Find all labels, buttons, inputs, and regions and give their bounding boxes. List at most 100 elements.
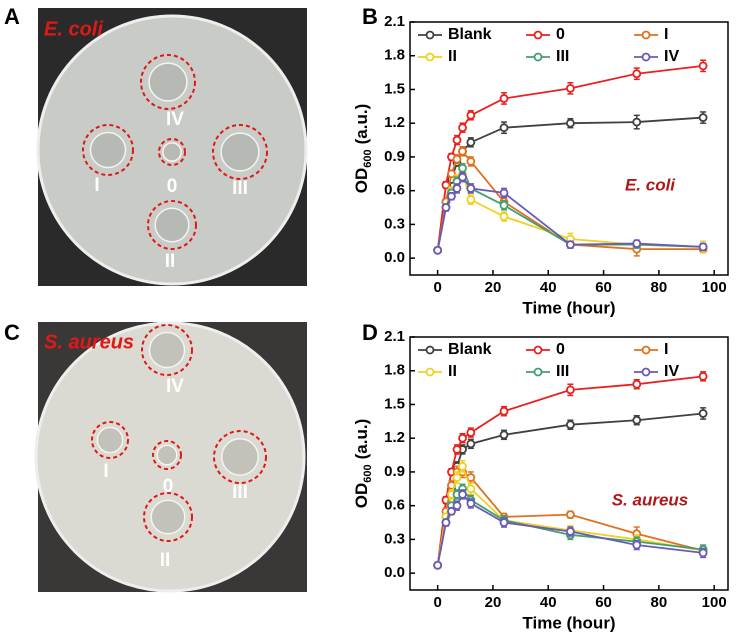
y-tick-label: 0.9 [384, 463, 405, 480]
data-point [458, 123, 467, 133]
dashed-circle [82, 124, 134, 176]
data-point [441, 518, 451, 527]
inhibition-zone [154, 207, 190, 243]
plot-frame [409, 336, 729, 591]
data-point [499, 200, 509, 210]
x-tick-label: 60 [595, 594, 612, 611]
y-tick-label: 1.5 [384, 80, 405, 97]
y-tick-label: 0.0 [384, 564, 405, 581]
dashed-circle [213, 430, 267, 484]
data-point [466, 428, 476, 437]
y-tick-label: 1.5 [384, 395, 405, 412]
data-point [466, 439, 476, 449]
data-point [458, 172, 467, 182]
x-axis-label: Time (hour) [522, 613, 615, 632]
photo-title: S. aureus [44, 331, 134, 353]
data-point [452, 154, 462, 164]
y-tick-label: 2.1 [384, 328, 405, 345]
legend-marker [641, 30, 651, 40]
data-point [698, 242, 708, 252]
dashed-circle [143, 492, 193, 542]
dashed-circle [140, 54, 196, 110]
data-point [565, 385, 575, 395]
data-point [466, 499, 476, 508]
legend-marker [533, 345, 543, 355]
panel-label: D [362, 320, 378, 345]
legend-label: 0 [556, 26, 565, 43]
legend-marker [533, 30, 543, 40]
y-tick-label: 1.2 [384, 114, 405, 131]
data-point [632, 69, 642, 79]
x-tick-label: 100 [702, 279, 727, 296]
dashed-circle [141, 324, 193, 376]
inhibition-zone [89, 131, 127, 169]
legend-label: 0 [556, 341, 565, 358]
x-tick-label: 80 [651, 594, 668, 611]
sample-label: III [232, 178, 248, 199]
data-point [499, 406, 509, 416]
panel-label: B [362, 4, 378, 29]
panel-label: C [4, 320, 20, 345]
inhibition-zone [220, 132, 260, 172]
data-point [632, 540, 642, 550]
data-point [447, 169, 456, 179]
sample-label: 0 [167, 176, 178, 197]
legend-label: IV [664, 48, 679, 65]
annotation: E. coli [625, 175, 676, 194]
sample-label: I [94, 175, 99, 196]
legend-label: III [556, 363, 569, 380]
inhibition-zone [150, 499, 186, 535]
inhibition-zone [162, 142, 182, 162]
data-point [452, 501, 462, 511]
x-tick-label: 80 [651, 279, 668, 296]
annotation: S. aureus [612, 490, 689, 509]
data-point [433, 245, 443, 255]
legend-label: I [664, 26, 668, 43]
y-tick-label: 1.2 [384, 429, 405, 446]
data-point [466, 184, 476, 193]
y-tick-label: 0.6 [384, 182, 405, 199]
legend-marker [425, 52, 435, 62]
x-tick-label: 0 [433, 279, 441, 296]
legend-marker [425, 30, 435, 40]
legend-label: Blank [448, 341, 492, 358]
dashed-circle [212, 124, 268, 180]
data-point [565, 240, 575, 250]
legend-label: III [556, 48, 569, 65]
data-point [499, 430, 509, 440]
x-tick-label: 20 [485, 279, 502, 296]
data-point [466, 137, 476, 147]
sample-label: II [160, 550, 171, 571]
legend-marker [641, 367, 651, 377]
legend-marker [641, 345, 651, 355]
legend-marker [641, 52, 651, 62]
data-point [499, 123, 509, 133]
photo-title: E. coli [44, 18, 103, 40]
data-point [499, 518, 509, 527]
data-point [452, 184, 462, 193]
y-tick-label: 1.8 [384, 47, 405, 64]
y-tick-label: 0.0 [384, 249, 405, 266]
data-point [499, 188, 509, 198]
legend-marker [425, 367, 435, 377]
data-point [565, 527, 575, 536]
y-tick-label: 0.3 [384, 215, 405, 232]
dashed-circle [152, 440, 182, 470]
data-point [447, 506, 456, 516]
petri-dish [34, 321, 306, 593]
series-line [436, 492, 704, 566]
data-point [452, 445, 462, 454]
x-tick-label: 20 [485, 594, 502, 611]
legend-marker [533, 367, 543, 377]
x-tick-label: 40 [540, 594, 557, 611]
sample-label: I [103, 461, 108, 482]
data-point [452, 135, 462, 145]
data-point [433, 560, 443, 570]
legend-marker [533, 52, 543, 62]
inhibition-zone [96, 426, 124, 454]
inhibition-zone [148, 62, 188, 102]
inhibition-zone [156, 444, 178, 466]
sample-label: IV [166, 376, 184, 397]
data-point [452, 473, 462, 482]
